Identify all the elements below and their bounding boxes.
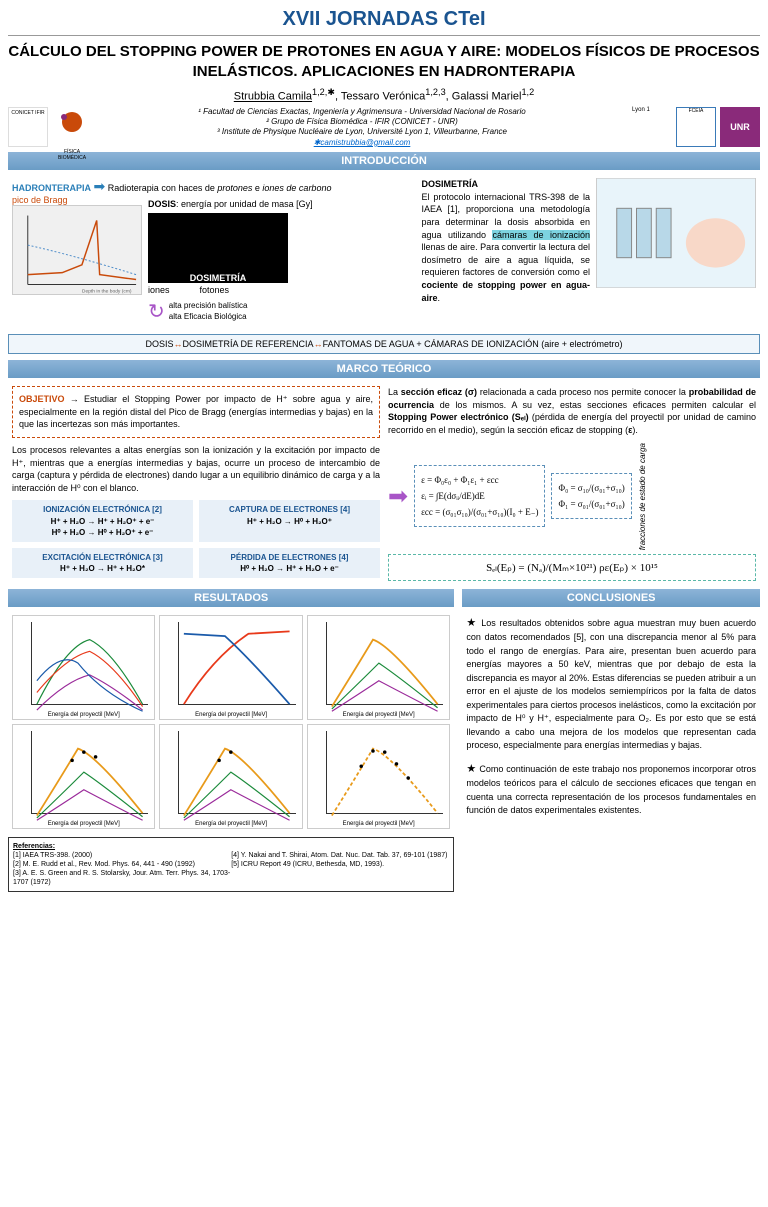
section-conclusiones: CONCLUSIONES [462, 589, 760, 607]
objetivo-box: OBJETIVO → Estudiar el Stopping Power po… [12, 386, 380, 438]
chart-6: Energía del proyectil [MeV] [307, 724, 450, 829]
intro-right: DOSIMETRÍA El protocolo internacional TR… [421, 178, 756, 324]
conclusion-2: ★ Como continuación de este trabajo nos … [462, 757, 760, 822]
dosis-text: DOSIS: energía por unidad de masa [Gy] [148, 199, 313, 209]
conclusiones-section: CONCLUSIONES ★ Los resultados obtenidos … [462, 585, 760, 892]
fracciones-label: fracciones de estado de carga [638, 443, 647, 550]
logos-right: Lyon 1 FCEIA UNR [632, 107, 760, 147]
logo-fceia: FCEIA [676, 107, 716, 147]
reaction-excitacion: EXCITACIÓN ELECTRÓNICA [3] H⁺ + H₂O → H⁺… [12, 548, 193, 578]
resultados-section: RESULTADOS Energía del proyectil [MeV] E… [8, 585, 454, 892]
affiliations-row: CONICET IFIR FÍSICA BIOMÉDICA ¹ Facultad… [8, 107, 760, 149]
references-box: Referencias: [1] IAEA TRS-398. (2000) [2… [8, 837, 454, 892]
results-conclusions-row: RESULTADOS Energía del proyectil [MeV] E… [8, 585, 760, 892]
dosimetria-images: DOSIMETRÍA [148, 213, 288, 283]
intro-left: HADRONTERAPIA ➡ Radioterapia con haces d… [12, 178, 413, 324]
main-title: CÁLCULO DEL STOPPING POWER DE PROTONES E… [8, 42, 760, 81]
seccion-eficaz-text: La sección eficaz (σ) relacionada a cada… [388, 386, 756, 436]
affiliations-text: ¹ Facultad de Ciencias Exactas, Ingenier… [92, 107, 632, 149]
reaction-perdida: PÉRDIDA DE ELECTRONES [4] H⁰ + H₂O → H⁺ … [199, 548, 380, 578]
section-introduccion: INTRODUCCIÓN [8, 152, 760, 170]
reaction-ionizacion: IONIZACIÓN ELECTRÓNICA [2] H⁺ + H₂O → H⁺… [12, 500, 193, 542]
divider [8, 35, 760, 36]
bragg-label: pico de Bragg [12, 195, 142, 205]
intro-content: HADRONTERAPIA ➡ Radioterapia con haces d… [8, 174, 760, 328]
curved-arrow-icon: ↻ [148, 299, 165, 324]
marco-right: La sección eficaz (σ) relacionada a cada… [388, 386, 756, 581]
procesos-text: Los procesos relevantes a altas energías… [12, 444, 380, 494]
section-marco: MARCO TEÓRICO [8, 360, 760, 378]
logo-lyon: Lyon 1 [632, 107, 672, 147]
chart-4: Energía del proyectil [MeV] [12, 724, 155, 829]
logo-fisica: FÍSICA BIOMÉDICA [52, 107, 92, 147]
logo-conicet: CONICET IFIR [8, 107, 48, 147]
star-icon: ★ [466, 617, 477, 629]
dosis-col: DOSIS: energía por unidad de masa [Gy] D… [148, 195, 313, 324]
precision-text: alta precisión balística alta Eficacia B… [169, 301, 248, 322]
bragg-col: pico de Bragg Depth in the body (cm) [12, 195, 142, 295]
chart-grid: Energía del proyectil [MeV] Energía del … [8, 611, 454, 833]
logos-left: CONICET IFIR FÍSICA BIOMÉDICA [8, 107, 92, 147]
marco-left: OBJETIVO → Estudiar el Stopping Power po… [12, 386, 380, 581]
event-title: XVII JORNADAS CTeI [8, 8, 760, 31]
iones-fotones: iones fotones [148, 285, 313, 295]
section-resultados: RESULTADOS [8, 589, 454, 607]
chart-2: Energía del proyectil [MeV] [159, 615, 302, 720]
arrow-right-icon: ➡ [94, 178, 106, 194]
dosimetria-text: DOSIMETRÍA El protocolo internacional TR… [421, 178, 590, 304]
formula-main: Sₑₗ(Eₚ) = (Nₐ)/(Mₘ×10²¹) ρε(Eₚ) × 10¹⁵ [388, 554, 756, 581]
svg-text:Depth in the body (cm): Depth in the body (cm) [82, 289, 132, 295]
intro-row: pico de Bragg Depth in the body (cm) DOS… [12, 195, 413, 324]
reaction-captura: CAPTURA DE ELECTRONES [4] H⁺ + H₂O → H⁰ … [199, 500, 380, 542]
big-arrow-icon: ➡ [388, 482, 408, 511]
authors: Strubbia Camila1,2,✱, Tessaro Verónica1,… [8, 87, 760, 103]
marco-content: OBJETIVO → Estudiar el Stopping Power po… [8, 382, 760, 585]
email-link[interactable]: ✱camistrubbia@gmail.com [92, 138, 632, 148]
logo-unr: UNR [720, 107, 760, 147]
reaction-grid: IONIZACIÓN ELECTRÓNICA [2] H⁺ + H₂O → H⁺… [12, 500, 380, 578]
formula-box-right: Φ₀ = σ₁₀/(σ₀₁+σ₁₀) Φ₁ = σ₀₁/(σ₀₁+σ₁₀) [551, 473, 631, 519]
star-icon: ★ [466, 763, 476, 775]
patient-diagram-img [596, 178, 756, 288]
author-main: Strubbia Camila [234, 91, 312, 103]
chart-5: Energía del proyectil [MeV] [159, 724, 302, 829]
bragg-chart-img: Depth in the body (cm) [12, 205, 142, 295]
formula-box-left: ε = Φ₀ε₀ + Φ₁ε₁ + εcc εᵢ = ∫E(dσᵢᵢ/dE)dE… [414, 465, 545, 528]
poster-container: XVII JORNADAS CTeI CÁLCULO DEL STOPPING … [0, 0, 768, 900]
flow-box: DOSIS↔DOSIMETRÍA DE REFERENCIA↔FANTOMAS … [8, 334, 760, 354]
formula-row: ➡ ε = Φ₀ε₀ + Φ₁ε₁ + εcc εᵢ = ∫E(dσᵢᵢ/dE)… [388, 443, 756, 550]
chart-3: Energía del proyectil [MeV] [307, 615, 450, 720]
conclusion-1: ★ Los resultados obtenidos sobre agua mu… [462, 611, 760, 757]
hadron-label: HADRONTERAPIA ➡ Radioterapia con haces d… [12, 178, 413, 195]
chart-1: Energía del proyectil [MeV] [12, 615, 155, 720]
